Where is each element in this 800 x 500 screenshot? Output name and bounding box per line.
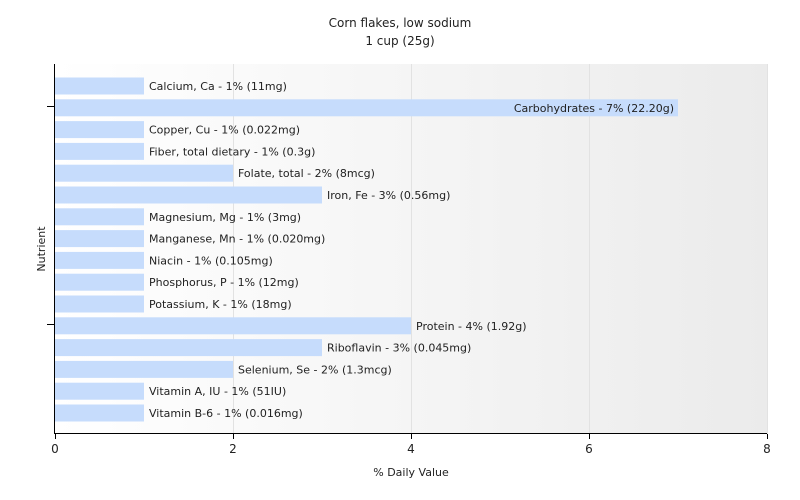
- bar: [55, 360, 233, 378]
- bar: [55, 295, 144, 313]
- x-tick-label: 8: [763, 442, 771, 456]
- bar: [55, 382, 144, 400]
- bar-label: Copper, Cu - 1% (0.022mg): [149, 124, 300, 137]
- grid-lines: [233, 64, 768, 434]
- bar: [55, 186, 322, 204]
- bar: [55, 251, 144, 269]
- bar-label: Riboflavin - 3% (0.045mg): [327, 342, 471, 355]
- bar: [55, 99, 678, 117]
- bar-label: Phosphorus, P - 1% (12mg): [149, 276, 299, 289]
- bar: [55, 164, 233, 182]
- bar: [55, 317, 411, 335]
- bar-label: Calcium, Ca - 1% (11mg): [149, 80, 287, 93]
- bar-label: Iron, Fe - 3% (0.56mg): [327, 189, 450, 202]
- bar-label: Potassium, K - 1% (18mg): [149, 298, 292, 311]
- x-tick-label: 6: [585, 442, 593, 456]
- bar: [55, 339, 322, 357]
- bars: [55, 77, 678, 422]
- bar: [55, 404, 144, 422]
- bar-label: Folate, total - 2% (8mcg): [238, 167, 375, 180]
- bar: [55, 273, 144, 291]
- y-axis-label: Nutrient: [35, 226, 48, 272]
- bar-label: Vitamin A, IU - 1% (51IU): [149, 385, 286, 398]
- bar: [55, 121, 144, 139]
- bar-label: Fiber, total dietary - 1% (0.3g): [149, 145, 315, 158]
- bar: [55, 142, 144, 160]
- bar: [55, 230, 144, 248]
- bar-label: Selenium, Se - 2% (1.3mcg): [238, 363, 392, 376]
- bar-label: Vitamin B-6 - 1% (0.016mg): [149, 407, 303, 420]
- x-ticks: 0 2 4 6 8: [47, 106, 771, 456]
- x-tick-label: 4: [407, 442, 415, 456]
- bar-label: Niacin - 1% (0.105mg): [149, 254, 273, 267]
- bar-label: Magnesium, Mg - 1% (3mg): [149, 211, 301, 224]
- chart-title: Corn flakes, low sodium: [329, 16, 472, 30]
- bar-label: Protein - 4% (1.92g): [416, 320, 527, 333]
- chart-subtitle: 1 cup (25g): [365, 34, 434, 48]
- x-axis-label: % Daily Value: [373, 466, 449, 479]
- x-tick-label: 2: [229, 442, 237, 456]
- bar-label: Manganese, Mn - 1% (0.020mg): [149, 233, 325, 246]
- bar: [55, 77, 144, 95]
- bar-label: Carbohydrates - 7% (22.20g): [514, 102, 674, 115]
- axes: [54, 64, 767, 434]
- bar-labels: Calcium, Ca - 1% (11mg) Carbohydrates - 7…: [149, 80, 674, 420]
- x-tick-label: 0: [51, 442, 59, 456]
- bar: [55, 208, 144, 226]
